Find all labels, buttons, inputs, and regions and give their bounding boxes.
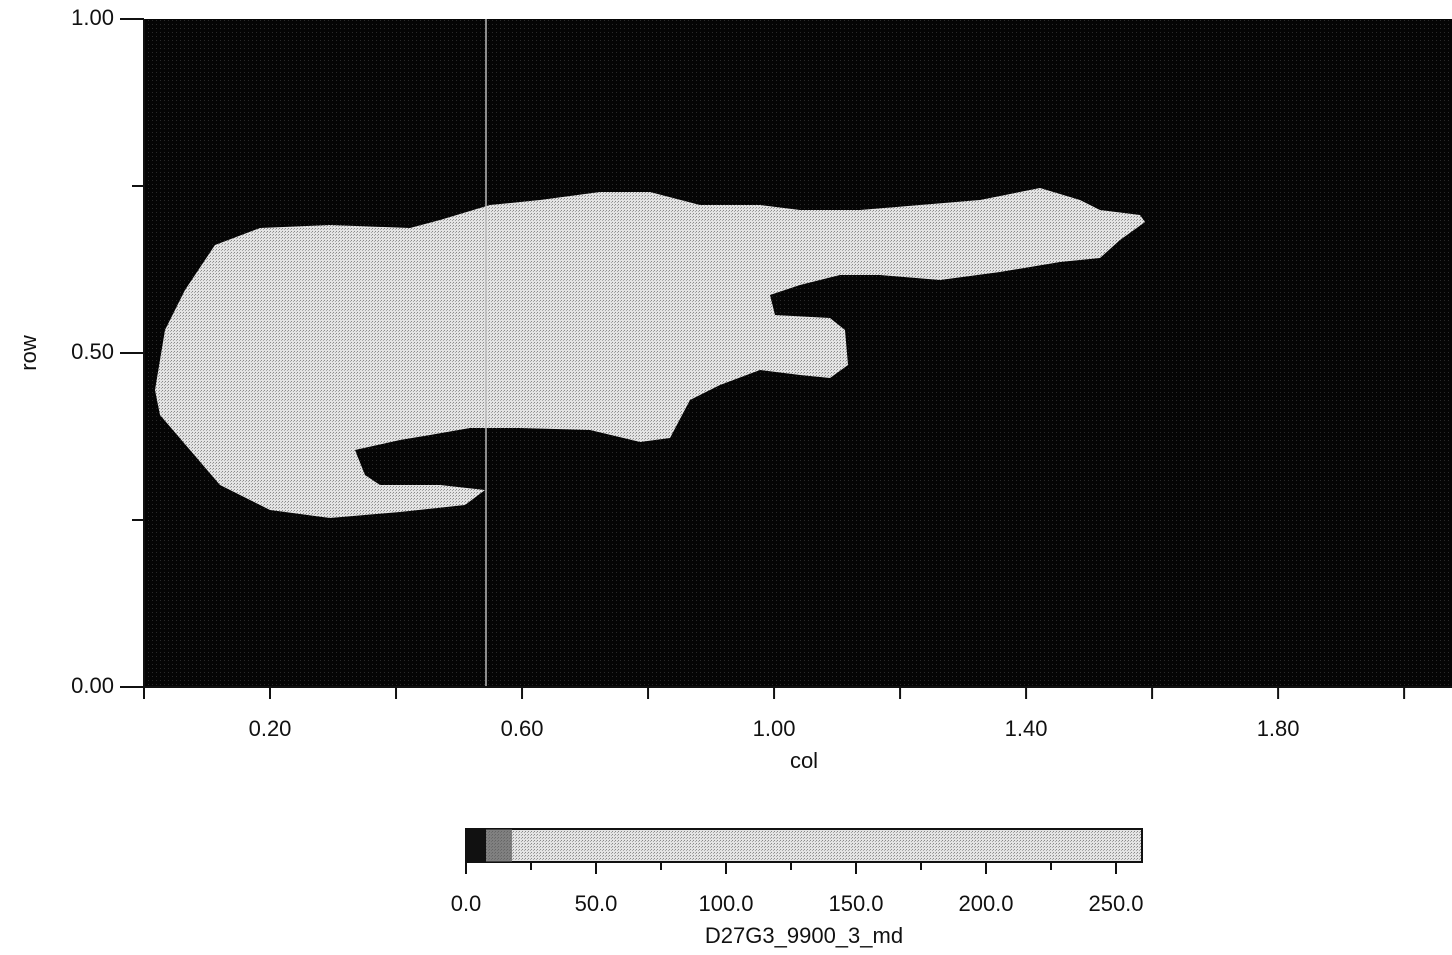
y-tick-label: 0.00 bbox=[71, 673, 114, 698]
x-tick-label: 0.20 bbox=[249, 716, 292, 741]
x-tick-label: 1.00 bbox=[753, 716, 796, 741]
y-tick-label: 0.50 bbox=[71, 339, 114, 364]
y-tick-label: 1.00 bbox=[71, 5, 114, 30]
colorbar-tick-label: 0.0 bbox=[451, 891, 482, 916]
colorbar-tick-label: 150.0 bbox=[828, 891, 883, 916]
image-region bbox=[155, 188, 1145, 518]
x-tick-label: 1.40 bbox=[1005, 716, 1048, 741]
x-tick-label: 0.60 bbox=[501, 716, 544, 741]
colorbar-low-segment bbox=[466, 829, 486, 862]
colorbar-tick-label: 100.0 bbox=[698, 891, 753, 916]
x-tick-label: 1.80 bbox=[1257, 716, 1300, 741]
colorbar-label: D27G3_9900_3_md bbox=[705, 923, 903, 948]
x-axis-label: col bbox=[790, 748, 818, 773]
colorbar-mid-segment bbox=[486, 829, 512, 862]
colorbar-tick-label: 50.0 bbox=[575, 891, 618, 916]
y-axis-label: row bbox=[16, 335, 41, 371]
colorbar-tick-label: 200.0 bbox=[958, 891, 1013, 916]
colorbar bbox=[465, 828, 1143, 863]
colorbar-tick-label: 250.0 bbox=[1088, 891, 1143, 916]
